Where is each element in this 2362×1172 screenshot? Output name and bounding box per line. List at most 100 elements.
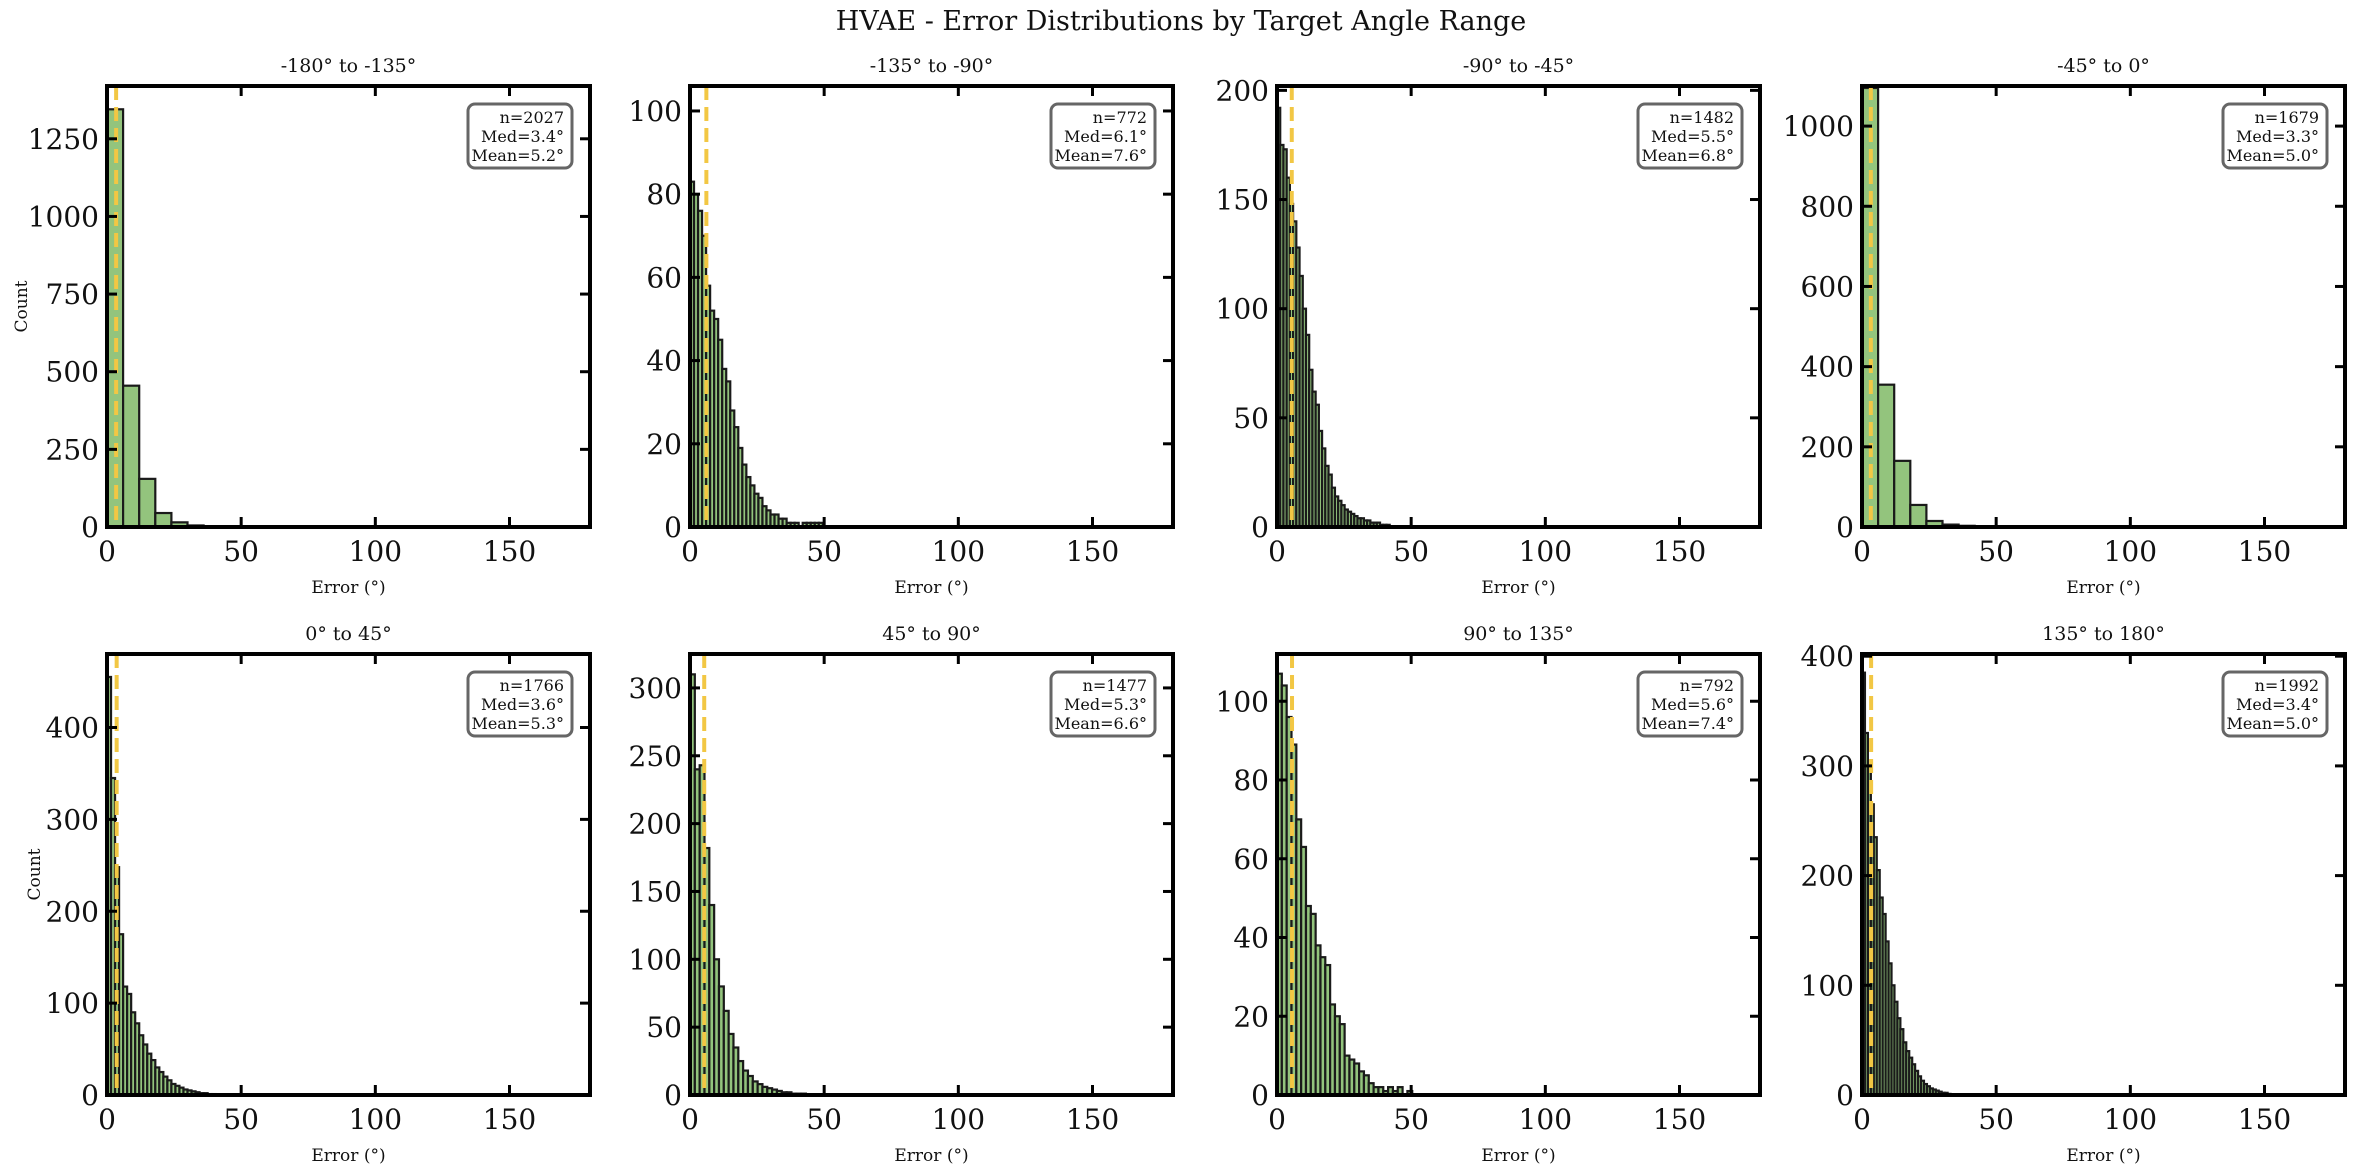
stats-mean: Mean=5.3° — [471, 714, 564, 733]
y-tick-label: 250 — [629, 740, 682, 773]
histogram-bar — [154, 511, 173, 529]
subplot-3: 0 50 100 150 0 50 100 150 200 -90° to -45° Error (… — [1216, 55, 1762, 598]
y-tick-label: 200 — [46, 895, 99, 928]
y-tick-label: 50 — [1233, 402, 1269, 435]
y-axis-label: Count — [12, 280, 32, 332]
axes-frame — [1275, 84, 1762, 529]
stats-n: n=2027 — [500, 108, 564, 127]
axes-frame — [1860, 84, 2347, 529]
x-tick-label: 50 — [1978, 535, 2014, 568]
stats-mean: Mean=6.6° — [1054, 714, 1147, 733]
x-tick-label: 0 — [1268, 1103, 1286, 1136]
x-tick-label: 50 — [806, 1103, 842, 1136]
y-tick-label: 250 — [46, 433, 99, 466]
y-tick-label: 1000 — [1783, 110, 1854, 143]
subplot-title: -45° to 0° — [2057, 55, 2150, 77]
histogram-bar — [138, 477, 157, 529]
subplot-1: 0 50 100 150 0 250 500 750 1000 1250 -180° to -135… — [12, 55, 592, 598]
y-tick-label: 500 — [46, 356, 99, 389]
x-axis-label: Error (°) — [2066, 1146, 2140, 1166]
x-tick-label: 0 — [1853, 1103, 1871, 1136]
x-tick-label: 0 — [98, 535, 116, 568]
y-tick-label: 40 — [646, 345, 682, 378]
x-axis-label: Error (°) — [311, 578, 385, 598]
histogram-bar — [1876, 383, 1896, 529]
y-tick-label: 200 — [1801, 431, 1854, 464]
stats-median: Med=3.6° — [481, 695, 564, 714]
subplot-6: 0 50 100 150 0 50 100 150 200 250 300 45° to 90° Err… — [629, 623, 1175, 1166]
x-axis-label: Error (°) — [894, 1146, 968, 1166]
x-tick-label: 150 — [1066, 535, 1119, 568]
stats-mean: Mean=7.4° — [1641, 714, 1734, 733]
stats-median: Med=5.5° — [1651, 127, 1734, 146]
x-tick-label: 0 — [681, 535, 699, 568]
x-tick-label: 150 — [1653, 1103, 1706, 1136]
subplot-title: -135° to -90° — [870, 55, 993, 77]
subplot-7: 0 50 100 150 0 20 40 60 80 100 90° to 135° Error (°… — [1216, 623, 1762, 1166]
y-axis-label: Count — [25, 848, 45, 900]
y-tick-label: 400 — [46, 712, 99, 745]
y-tick-label: 60 — [646, 261, 682, 294]
x-axis-label: Error (°) — [1481, 1146, 1555, 1166]
y-tick-label: 100 — [1801, 969, 1854, 1002]
x-tick-label: 50 — [806, 535, 842, 568]
y-tick-label: 300 — [46, 803, 99, 836]
stats-n: n=1992 — [2255, 676, 2319, 695]
x-tick-label: 0 — [1853, 535, 1871, 568]
stats-box-frame — [1049, 102, 1157, 170]
histogram-bar — [121, 384, 141, 529]
y-tick-label: 750 — [46, 278, 99, 311]
y-tick-label: 80 — [1233, 764, 1269, 797]
histogram-bars — [1860, 671, 1952, 1097]
subplot-2: 0 50 100 150 0 20 40 60 80 100 -135° to -90° Error … — [629, 55, 1175, 598]
x-tick-label: 50 — [223, 535, 259, 568]
x-tick-label: 0 — [1268, 535, 1286, 568]
y-tick-label: 100 — [1216, 685, 1269, 718]
stats-median: Med=5.3° — [1064, 695, 1147, 714]
x-axis-label: Error (°) — [2066, 578, 2140, 598]
stats-box-frame — [1636, 670, 1744, 738]
x-tick-label: 150 — [1066, 1103, 1119, 1136]
x-tick-label: 100 — [349, 535, 402, 568]
y-tick-label: 300 — [629, 672, 682, 705]
x-axis-label: Error (°) — [311, 1146, 385, 1166]
y-tick-label: 200 — [629, 808, 682, 841]
y-tick-label: 800 — [1801, 190, 1854, 223]
axes-frame — [105, 84, 592, 529]
histogram-bars — [688, 673, 808, 1097]
stats-n: n=1477 — [1083, 676, 1147, 695]
stats-box-frame — [466, 670, 574, 738]
x-tick-label: 100 — [2104, 535, 2157, 568]
y-tick-label: 50 — [646, 1011, 682, 1044]
histogram-bars — [105, 108, 221, 529]
y-tick-label: 1250 — [28, 123, 99, 156]
histogram-bar — [1909, 503, 1928, 529]
y-tick-label: 0 — [81, 1079, 99, 1112]
axes-frame — [105, 652, 592, 1097]
stats-mean: Mean=6.8° — [1641, 146, 1734, 165]
histogram-bars — [105, 675, 217, 1097]
histogram-bars — [688, 180, 824, 529]
x-tick-label: 50 — [1393, 535, 1429, 568]
y-tick-label: 0 — [664, 1079, 682, 1112]
subplot-title: 0° to 45° — [305, 623, 391, 645]
subplot-8: 0 50 100 150 0 100 200 300 400 135° to 180° Error … — [1801, 623, 2347, 1166]
y-tick-label: 1000 — [28, 200, 99, 233]
x-axis-label: Error (°) — [894, 578, 968, 598]
stats-n: n=772 — [1093, 108, 1147, 127]
y-tick-label: 150 — [1216, 184, 1269, 217]
y-tick-label: 20 — [1233, 1000, 1269, 1033]
axes-frame — [688, 84, 1175, 529]
y-tick-label: 0 — [1251, 1079, 1269, 1112]
stats-box-frame — [2221, 102, 2329, 170]
x-tick-label: 150 — [2238, 535, 2291, 568]
histogram-bars — [1275, 106, 1391, 529]
subplot-title: 135° to 180° — [2042, 623, 2165, 645]
histogram-bar — [1893, 459, 1912, 529]
y-tick-label: 400 — [1801, 351, 1854, 384]
